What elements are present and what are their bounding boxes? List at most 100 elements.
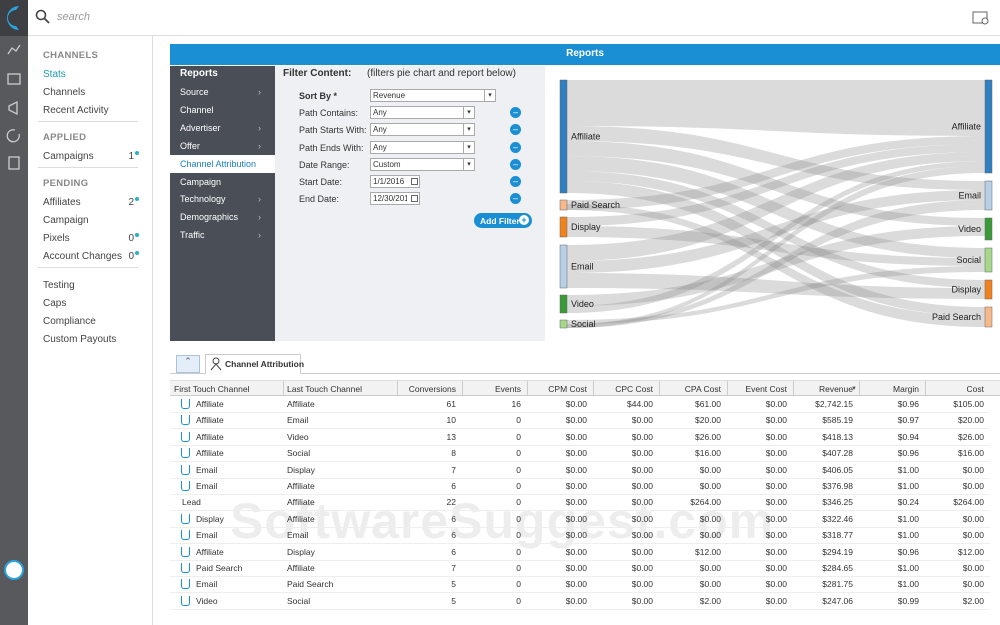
menu-item[interactable]: Demographics xyxy=(180,212,239,223)
remove-button[interactable]: – xyxy=(510,124,521,136)
column-header[interactable]: Last Touch Channel xyxy=(287,384,362,394)
table-cell: $264.00 xyxy=(690,497,721,508)
table-cell: $0.00 xyxy=(631,481,653,491)
nav-item[interactable]: Channels xyxy=(43,87,86,98)
column-header[interactable]: CPA Cost xyxy=(684,384,721,394)
column-header[interactable]: Events xyxy=(495,384,521,394)
field-value[interactable]: Revenue xyxy=(373,91,406,100)
field-value[interactable]: Custom xyxy=(373,159,401,169)
tab-label[interactable]: Channel Attribution xyxy=(225,359,305,369)
remove-button[interactable]: – xyxy=(510,141,521,153)
column-header[interactable]: CPM Cost xyxy=(548,384,587,394)
menu-item[interactable]: Source xyxy=(180,87,209,97)
nav-count: 1 xyxy=(128,151,134,162)
table-cell: $0.00 xyxy=(631,497,653,508)
add-filter-label[interactable]: Add Filter xyxy=(480,216,520,226)
column-header[interactable]: Revenue xyxy=(818,384,853,394)
menu-item[interactable]: Channel xyxy=(180,104,214,115)
table-cell: $0.00 xyxy=(631,415,653,426)
nav-item[interactable]: Compliance xyxy=(43,316,96,327)
sankey-flow xyxy=(567,166,985,328)
field-value[interactable]: 1/1/2016 xyxy=(373,177,405,186)
nav-item[interactable]: Affiliates xyxy=(43,197,81,208)
sankey-node xyxy=(559,79,568,194)
field-input[interactable] xyxy=(370,123,475,137)
table-cell: $1.00 xyxy=(897,464,919,475)
field-value[interactable]: 12/30/2016 xyxy=(373,194,407,204)
settings-icon[interactable] xyxy=(972,10,990,26)
sankey-flow xyxy=(567,80,985,136)
field-input[interactable] xyxy=(370,175,420,188)
sidebar-border xyxy=(152,36,153,625)
nav-count: 2 xyxy=(128,197,134,208)
nav-item[interactable]: Account Changes xyxy=(43,251,122,262)
field-label: Path Starts With: xyxy=(299,125,367,136)
nav-item[interactable]: Testing xyxy=(43,280,75,291)
nav-item[interactable]: Campaigns xyxy=(43,151,94,162)
remove-button[interactable]: – xyxy=(510,158,521,170)
column-header[interactable]: Conversions xyxy=(408,384,456,394)
menu-item[interactable]: Technology xyxy=(180,194,226,205)
tab-line xyxy=(170,373,1000,374)
menu-item[interactable]: Channel Attribution xyxy=(180,158,257,169)
table-cell: $0.00 xyxy=(962,579,984,590)
field-input[interactable] xyxy=(370,89,496,102)
table-cell: $0.00 xyxy=(565,399,587,409)
menu-item[interactable]: Campaign xyxy=(180,176,222,187)
add-filter-button[interactable] xyxy=(474,213,532,228)
tab[interactable] xyxy=(205,354,301,374)
table-cell: 0 xyxy=(516,513,521,524)
table-cell: $0.00 xyxy=(631,546,653,557)
field-input[interactable] xyxy=(370,192,420,206)
table-cell: Affiliate xyxy=(196,415,224,426)
column-header[interactable]: First Touch Channel xyxy=(174,384,250,394)
table-cell: Email xyxy=(287,530,309,541)
remove-button[interactable]: – xyxy=(510,176,521,187)
sankey-label: Affiliate xyxy=(952,122,981,132)
search-icon[interactable] xyxy=(35,9,51,25)
table-cell: $0.00 xyxy=(565,595,587,606)
table-cell: $44.00 xyxy=(627,399,653,409)
sankey-chart: Affiliate Paid Search Display Email Video Soc… xyxy=(559,79,993,329)
field-value[interactable]: Any xyxy=(373,125,387,135)
column-divider xyxy=(727,381,728,396)
sankey-node xyxy=(559,199,568,211)
nav-item[interactable]: Stats xyxy=(43,69,66,80)
sankey-node xyxy=(984,79,993,174)
column-header[interactable]: Event Cost xyxy=(745,384,787,394)
sankey-node xyxy=(984,306,993,328)
avatar[interactable] xyxy=(4,560,24,580)
table-cell: 16 xyxy=(511,399,521,409)
column-header[interactable]: Cost xyxy=(966,384,984,394)
nav-item[interactable]: Caps xyxy=(43,298,67,309)
field-value[interactable]: Any xyxy=(373,142,387,152)
row-line xyxy=(170,576,990,577)
remove-button[interactable]: – xyxy=(510,193,521,205)
nav-item[interactable]: Recent Activity xyxy=(43,105,109,116)
nav-item[interactable]: Campaign xyxy=(43,215,89,226)
sankey-flow xyxy=(567,273,985,299)
table-cell: 7 xyxy=(451,563,456,573)
collapse-button[interactable]: ⌃ xyxy=(176,355,200,373)
menu-item[interactable]: Advertiser xyxy=(180,122,221,133)
menu-item[interactable]: Traffic xyxy=(180,230,205,241)
field-value[interactable]: Any xyxy=(373,108,387,118)
table-cell: $0.00 xyxy=(765,497,787,508)
attribution-icon xyxy=(181,513,190,524)
table-cell: 13 xyxy=(446,431,456,442)
menu-item[interactable]: Offer xyxy=(180,140,200,151)
field-input[interactable] xyxy=(370,157,475,171)
column-header[interactable]: Margin xyxy=(893,384,919,394)
search-placeholder[interactable]: search xyxy=(57,11,91,23)
nav-item[interactable]: Custom Payouts xyxy=(43,334,117,345)
column-header[interactable]: CPC Cost xyxy=(615,384,653,394)
remove-button[interactable]: – xyxy=(510,107,521,119)
badge-dot xyxy=(135,197,139,201)
table-cell: $0.96 xyxy=(897,399,919,409)
nav-item[interactable]: Pixels xyxy=(43,233,70,244)
add-icon: + xyxy=(519,215,529,225)
field-input[interactable] xyxy=(370,106,475,120)
field-input[interactable] xyxy=(370,140,475,154)
filter-title: Filter Content: xyxy=(283,68,352,79)
attribution-icon xyxy=(181,464,190,475)
